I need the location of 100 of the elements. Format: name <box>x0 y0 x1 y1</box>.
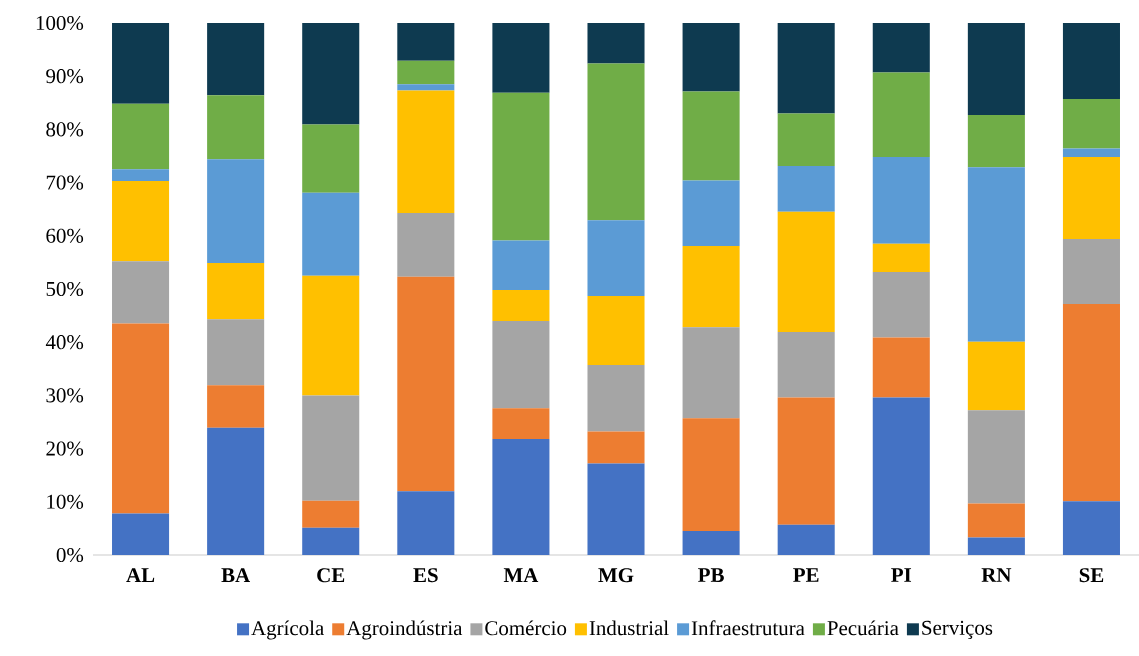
bar <box>777 332 835 398</box>
bar <box>112 261 170 324</box>
bar <box>492 408 550 440</box>
bar <box>397 22 455 61</box>
y-tick-label: 60% <box>46 228 84 243</box>
bar <box>587 63 645 221</box>
bar <box>302 22 360 125</box>
bar <box>682 418 740 532</box>
bar <box>967 22 1025 116</box>
y-tick-label: 100% <box>36 15 84 31</box>
bar <box>967 410 1025 504</box>
bar <box>682 531 740 555</box>
bar <box>302 527 360 555</box>
bar <box>682 245 740 328</box>
bar <box>872 397 930 555</box>
bar <box>872 22 930 73</box>
bar <box>682 91 740 181</box>
x-tick-label: PI <box>891 568 912 582</box>
x-tick-label: AL <box>126 568 155 582</box>
y-tick-label: 10% <box>47 494 84 509</box>
bar <box>112 181 170 262</box>
bar <box>872 157 930 244</box>
bar <box>302 275 360 396</box>
bar <box>587 463 645 555</box>
bar <box>207 319 265 386</box>
legend-label: Industrial <box>589 620 669 636</box>
bar <box>587 22 645 64</box>
legend-label: Agroindústria <box>346 620 463 640</box>
bar <box>397 90 455 213</box>
bar <box>492 22 550 93</box>
bar <box>1062 501 1120 555</box>
bar <box>967 537 1025 555</box>
bar <box>967 341 1025 411</box>
x-tick-label: SE <box>1079 568 1104 583</box>
y-tick-label: 90% <box>46 69 84 84</box>
bar <box>207 385 265 428</box>
bar <box>492 320 550 409</box>
bar <box>777 524 835 555</box>
bar <box>587 220 645 296</box>
x-tick-label: BA <box>221 568 251 583</box>
bar <box>872 337 930 398</box>
x-tick-label: RN <box>981 568 1012 582</box>
bar <box>397 212 455 277</box>
x-tick-label: PE <box>793 568 819 582</box>
bar <box>777 22 835 114</box>
bar <box>397 491 455 555</box>
bar <box>302 124 360 193</box>
bar <box>112 103 170 170</box>
bar <box>397 84 455 91</box>
bar <box>872 72 930 158</box>
y-tick-label: 20% <box>46 441 84 456</box>
legend-label: Infraestrutura <box>691 620 805 636</box>
bar <box>207 427 265 555</box>
bar <box>967 503 1025 538</box>
bar <box>207 95 265 160</box>
bar <box>397 60 455 85</box>
bar <box>587 365 645 432</box>
bar <box>397 276 455 492</box>
y-tick-label: 70% <box>46 175 84 190</box>
bar <box>112 513 170 555</box>
bar <box>777 397 835 525</box>
bar <box>777 113 835 167</box>
bar <box>587 295 645 366</box>
bar <box>492 240 550 291</box>
bar <box>302 500 360 528</box>
bar <box>682 327 740 419</box>
bar <box>777 211 835 333</box>
bar <box>682 180 740 246</box>
legend-label: Serviços <box>922 620 993 640</box>
x-tick-label: CE <box>317 568 345 583</box>
bar <box>1062 22 1120 100</box>
legend-label: Comércio <box>485 620 567 636</box>
bar <box>682 22 740 92</box>
bar <box>1062 148 1120 158</box>
bar <box>1062 99 1120 149</box>
bar <box>967 167 1025 342</box>
bar <box>872 271 930 338</box>
bar <box>1062 238 1120 304</box>
bar <box>1062 157 1120 239</box>
y-tick-label: 50% <box>46 281 84 297</box>
y-tick-label: 30% <box>46 388 84 403</box>
bar <box>302 395 360 501</box>
bar <box>112 169 170 181</box>
bar <box>967 115 1025 168</box>
bar <box>207 262 265 320</box>
bar <box>587 431 645 464</box>
y-tick-label: 40% <box>45 335 84 350</box>
bar <box>492 290 550 321</box>
x-tick-label: MA <box>503 568 539 582</box>
bar <box>112 323 170 514</box>
bar <box>872 243 930 272</box>
y-tick-label: 0% <box>56 547 84 563</box>
bar <box>492 439 550 555</box>
bar <box>1062 303 1120 502</box>
bar <box>207 159 265 263</box>
x-tick-label: PB <box>698 568 724 582</box>
bar <box>492 92 550 241</box>
bar <box>207 22 265 96</box>
bar <box>302 192 360 276</box>
x-tick-label: ES <box>413 568 438 583</box>
